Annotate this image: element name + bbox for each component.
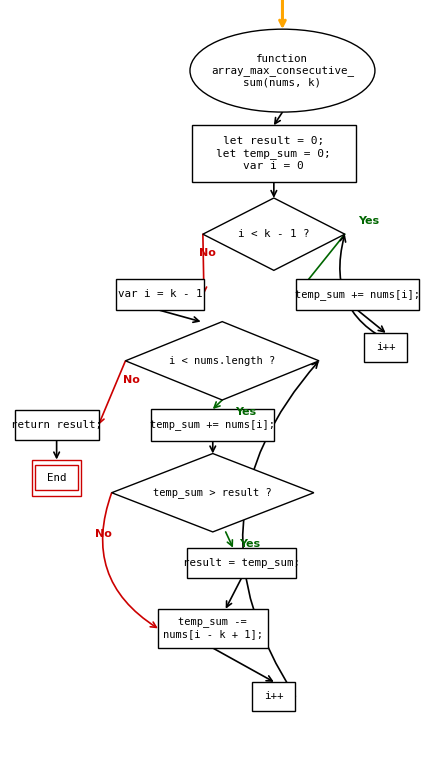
Text: temp_sum -=
nums[i - k + 1];: temp_sum -= nums[i - k + 1];: [163, 617, 263, 639]
Text: No: No: [124, 374, 140, 384]
FancyBboxPatch shape: [32, 460, 81, 495]
Text: End: End: [47, 473, 67, 482]
Text: var i = k - 1: var i = k - 1: [118, 289, 202, 300]
FancyBboxPatch shape: [116, 279, 204, 310]
FancyBboxPatch shape: [187, 548, 297, 578]
Polygon shape: [125, 322, 319, 400]
Ellipse shape: [190, 29, 375, 112]
FancyBboxPatch shape: [364, 333, 407, 361]
Polygon shape: [203, 198, 345, 270]
Text: i < k - 1 ?: i < k - 1 ?: [238, 229, 310, 239]
Text: temp_sum > result ?: temp_sum > result ?: [153, 487, 272, 498]
FancyBboxPatch shape: [252, 682, 295, 711]
Text: function
array_max_consecutive_
sum(nums, k): function array_max_consecutive_ sum(nums…: [211, 53, 354, 88]
Text: i++: i++: [376, 342, 396, 352]
FancyBboxPatch shape: [297, 279, 419, 310]
Text: No: No: [95, 529, 112, 540]
Text: Yes: Yes: [239, 539, 260, 549]
Text: temp_sum += nums[i];: temp_sum += nums[i];: [295, 289, 420, 300]
Text: temp_sum += nums[i];: temp_sum += nums[i];: [150, 419, 275, 430]
Text: let result = 0;
let temp_sum = 0;
var i = 0: let result = 0; let temp_sum = 0; var i …: [216, 136, 331, 170]
Text: result = temp_sum;: result = temp_sum;: [183, 557, 300, 568]
Text: Yes: Yes: [235, 407, 257, 417]
FancyBboxPatch shape: [152, 409, 274, 441]
FancyBboxPatch shape: [158, 609, 268, 648]
Text: i < nums.length ?: i < nums.length ?: [169, 356, 276, 366]
Text: Yes: Yes: [358, 215, 379, 225]
Polygon shape: [112, 454, 314, 532]
FancyBboxPatch shape: [15, 410, 99, 440]
FancyBboxPatch shape: [192, 126, 356, 182]
Text: No: No: [199, 248, 215, 258]
Text: return result;: return result;: [11, 420, 102, 430]
Text: i++: i++: [264, 691, 283, 701]
